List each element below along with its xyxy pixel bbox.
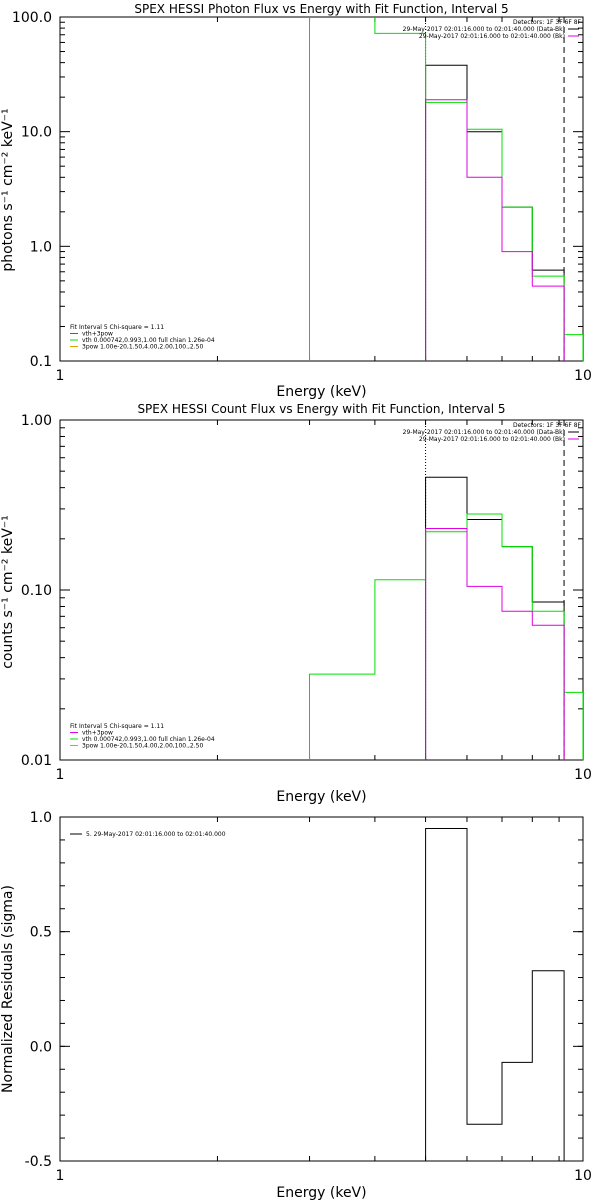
y-tick-label: 1.0 xyxy=(30,810,52,826)
y-tick-label: 0.10 xyxy=(21,583,52,599)
x-tick-label: 10 xyxy=(574,368,592,384)
y-axis-label: photons s⁻¹ cm⁻² keV⁻¹ xyxy=(0,108,16,271)
y-axis-label: Normalized Residuals (sigma) xyxy=(0,885,16,1093)
x-tick-label: 1 xyxy=(56,767,65,783)
legend-entry: 3pow 1.00e-20,1.50,4.00,2.00,100.,2.50 xyxy=(82,344,203,351)
header-line: 29-May-2017 02:01:16.000 to 02:01:40.000… xyxy=(419,436,565,443)
header-line: 29-May-2017 02:01:16.000 to 02:01:40.000… xyxy=(403,429,565,436)
plot-frame xyxy=(59,816,584,1162)
legend-entry: vth 0.000742,0.993,1.00 full chian 1.26e… xyxy=(82,337,215,344)
y-tick-label: 0.0 xyxy=(30,1039,52,1055)
y-tick-label: 0.1 xyxy=(30,354,52,370)
y-tick-label: -0.5 xyxy=(25,1154,52,1170)
x-axis-label: Energy (keV) xyxy=(276,789,366,805)
panel-1: SPEX HESSI Photon Flux vs Energy with Fi… xyxy=(0,2,592,400)
legend-entry: vth+3pow xyxy=(82,331,113,338)
vth-fit-line xyxy=(309,17,583,361)
legend-entry: vth 0.000742,0.993,1.00 full chian 1.26e… xyxy=(82,736,215,743)
legend-entry: 3pow 1.00e-20,1.50,4.00,2.00,100.,2.50 xyxy=(82,743,203,750)
chart-title: SPEX HESSI Photon Flux vs Energy with Fi… xyxy=(134,2,508,16)
legend-entry: vth+3pow xyxy=(82,730,113,737)
legend-title: Fit Interval 5 Chi-square = 1.11 xyxy=(70,324,164,331)
legend-title: Fit Interval 5 Chi-square = 1.11 xyxy=(70,723,164,730)
x-tick-label: 10 xyxy=(574,767,592,783)
y-tick-label: 100.0 xyxy=(12,10,52,26)
y-tick-label: 1.0 xyxy=(30,239,52,255)
y-axis-label: counts s⁻¹ cm⁻² keV⁻¹ xyxy=(0,515,16,669)
y-tick-label: 0.01 xyxy=(21,753,52,769)
vth-fit-line xyxy=(309,513,583,760)
x-tick-label: 10 xyxy=(574,1168,592,1184)
data-line xyxy=(425,476,565,760)
x-axis-label: Energy (keV) xyxy=(276,1185,366,1200)
vth-3pow-fit-line xyxy=(425,99,565,361)
header-line: 29-May-2017 02:01:16.000 to 02:01:40.000… xyxy=(419,33,565,40)
panel-3: Energy (keV) Normalized Residuals (sigma)… xyxy=(0,810,592,1200)
legend-entry: 5. 29-May-2017 02:01:16.000 to 02:01:40.… xyxy=(86,831,226,838)
x-tick-label: 1 xyxy=(56,368,65,384)
plot-frame xyxy=(59,419,584,761)
header-line: 29-May-2017 02:01:16.000 to 02:01:40.000… xyxy=(403,26,565,33)
x-tick-label: 1 xyxy=(56,1168,65,1184)
y-tick-label: 10.0 xyxy=(21,125,52,141)
x-axis-label: Energy (keV) xyxy=(276,384,366,400)
data-line xyxy=(425,64,565,361)
header-line: Detectors: 1F 3F 6F 8F xyxy=(513,422,582,429)
y-tick-label: 1.00 xyxy=(21,413,52,429)
vth-3pow-fit-line xyxy=(425,528,565,760)
chart-title: SPEX HESSI Count Flux vs Energy with Fit… xyxy=(137,402,505,416)
y-tick-label: 0.5 xyxy=(30,925,52,941)
header-line: Detectors: 1F 3F 6F 8F xyxy=(513,19,582,26)
data-line xyxy=(425,828,565,1161)
panel-2: SPEX HESSI Count Flux vs Energy with Fit… xyxy=(0,402,592,805)
plot-frame xyxy=(59,16,584,362)
